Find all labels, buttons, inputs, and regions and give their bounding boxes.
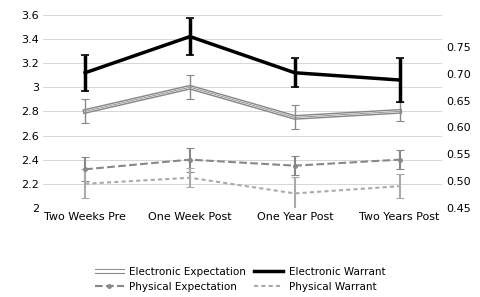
Legend: Electronic Expectation, Physical Expectation, Electronic Warrant, Physical Warra: Electronic Expectation, Physical Expecta…: [95, 267, 385, 292]
